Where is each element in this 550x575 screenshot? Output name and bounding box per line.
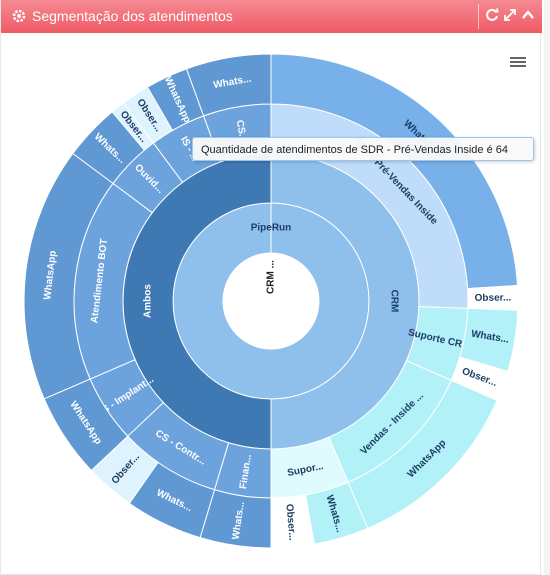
panel-header: Segmentação dos atendimentos	[1, 0, 542, 33]
refresh-icon[interactable]	[485, 8, 499, 22]
ring4-1-6-0[interactable]	[185, 53, 272, 117]
ring-piperun-label: PipeRun	[251, 223, 292, 234]
gear-icon[interactable]	[11, 8, 27, 24]
scrollbar[interactable]	[544, 0, 550, 575]
collapse-icon[interactable]	[521, 8, 535, 22]
panel-title: Segmentação dos atendimentos	[32, 8, 233, 24]
header-divider	[478, 4, 479, 29]
ring4-label-0-3-1: Obser...	[283, 503, 297, 541]
panel-tools	[485, 8, 535, 24]
ring2-label-0: CRM	[389, 290, 400, 313]
ring2-label-1: Ambos	[143, 284, 154, 318]
ring3-label-1-0: Finan...	[238, 453, 254, 489]
hamburger-menu-icon[interactable]	[510, 55, 526, 69]
expand-icon[interactable]	[503, 8, 517, 22]
ring4-label-0-0-1: Obser...	[475, 292, 512, 303]
center-label: CRM ...	[266, 260, 277, 294]
chart-tooltip: Quantidade de atendimentos de SDR - Pré-…	[192, 137, 534, 161]
